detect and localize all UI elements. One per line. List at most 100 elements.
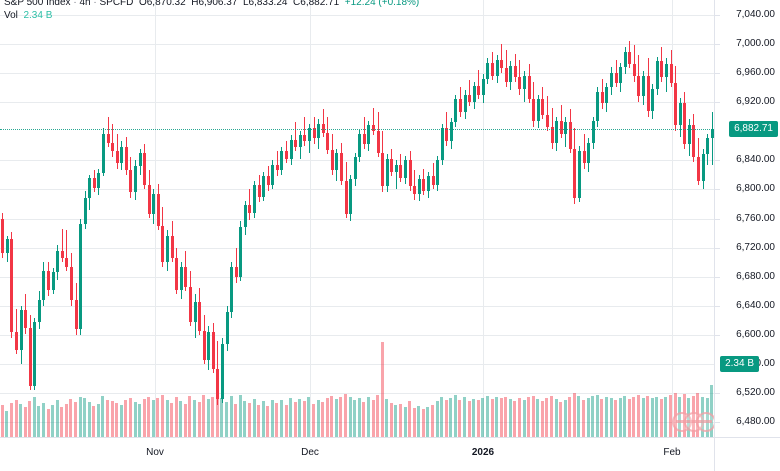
candle-body: [468, 94, 471, 102]
volume-bar: [151, 400, 155, 437]
current-price-badge[interactable]: 6,882.71: [729, 121, 778, 138]
candle-body: [65, 257, 68, 267]
volume-bar: [78, 396, 82, 437]
volume-bar: [19, 403, 23, 437]
candle-body: [120, 147, 123, 164]
price-axis-tick: [715, 160, 720, 162]
volume-bar: [275, 403, 279, 437]
price-axis-label: 7,040.00: [736, 8, 775, 20]
price-axis-tick: [715, 218, 720, 220]
candle-body: [372, 125, 375, 132]
volume-bar: [92, 405, 96, 437]
legend-low-value: 6,833.24: [248, 0, 288, 8]
candle-body: [381, 152, 384, 187]
candle-body: [216, 368, 219, 400]
candle-body: [496, 59, 499, 76]
candle-body: [605, 87, 608, 104]
vertical-gridline: [310, 0, 311, 437]
candle-wick: [112, 123, 113, 158]
horizontal-gridline: [0, 43, 714, 45]
candle-body: [656, 61, 659, 89]
volume-bar: [321, 402, 325, 437]
candle-body: [280, 151, 283, 171]
candle-wick: [66, 230, 67, 271]
candle-body: [651, 88, 654, 111]
horizontal-gridline: [0, 247, 714, 249]
volume-bar: [408, 400, 412, 437]
candle-body: [175, 257, 178, 290]
candle-body: [454, 99, 457, 123]
candle-wick: [547, 96, 548, 132]
candle-body: [409, 160, 412, 187]
price-axis[interactable]: 7,040.00 7,000.00 6,960.00 6,920.00 6,840.00…: [714, 0, 780, 437]
candle-wick: [506, 49, 507, 88]
candle-body: [486, 62, 489, 79]
candle-body: [615, 72, 618, 84]
horizontal-gridline: [0, 335, 714, 337]
volume-bar: [69, 398, 73, 437]
volume-bar: [174, 397, 178, 437]
horizontal-gridline: [0, 189, 714, 191]
price-axis-label: 6,920.00: [736, 95, 775, 107]
volume-bar: [435, 401, 439, 437]
volume-bar: [261, 401, 265, 437]
legend-interval[interactable]: 4h: [79, 0, 91, 8]
candle-body: [413, 186, 416, 194]
candle-body: [404, 160, 407, 178]
price-axis-label: 6,960.00: [736, 66, 775, 78]
volume-bar: [572, 392, 576, 437]
candle-body: [399, 164, 402, 178]
volume-bar: [627, 398, 631, 437]
candle-body: [491, 62, 494, 76]
time-axis-label: Nov: [146, 447, 164, 458]
chart-legend[interactable]: S&P 500 Index · 4h · SPCFD O6,870.32 H6,…: [4, 0, 419, 21]
volume-bar: [357, 398, 361, 437]
volume-bar: [165, 399, 169, 437]
candle-body: [670, 64, 673, 83]
volume-bar: [353, 400, 357, 437]
candle-wick: [117, 134, 118, 169]
time-axis[interactable]: Nov Dec 2026 Feb: [0, 437, 780, 471]
candle-body: [308, 128, 311, 142]
volume-bar: [376, 394, 380, 437]
candle-body: [303, 135, 306, 142]
candle-body: [358, 134, 361, 158]
candle-body: [537, 99, 540, 121]
volume-bar: [481, 398, 485, 437]
volume-bar: [128, 397, 132, 437]
volume-bar: [74, 401, 78, 437]
volume-bar: [124, 400, 128, 437]
candle-body: [349, 179, 352, 215]
candle-body: [116, 151, 119, 164]
candle-body: [61, 250, 64, 258]
volume-bar: [412, 407, 416, 437]
candle-body: [642, 75, 645, 97]
volume-layer: [0, 342, 714, 437]
volume-bar: [394, 405, 398, 437]
chart-plot-area[interactable]: [0, 0, 714, 437]
price-axis-label: 6,720.00: [736, 241, 775, 253]
candle-body: [578, 151, 581, 199]
legend-exchange: SPCFD: [99, 0, 134, 8]
volume-bar: [247, 402, 251, 437]
volume-bar: [96, 403, 100, 437]
current-volume-badge[interactable]: 2.34 B: [720, 356, 759, 373]
vertical-gridline: [155, 0, 156, 437]
legend-symbol[interactable]: S&P 500 Index: [4, 0, 71, 8]
candle-body: [207, 332, 210, 360]
volume-bar: [421, 408, 425, 437]
volume-bar: [215, 393, 219, 437]
volume-bar: [485, 395, 489, 437]
volume-bar: [522, 399, 526, 437]
volume-bar: [225, 401, 229, 437]
candle-body: [235, 266, 238, 277]
volume-bar: [339, 397, 343, 437]
candle-body: [688, 125, 691, 145]
volume-bar: [366, 397, 370, 437]
candle-body: [702, 154, 705, 181]
volume-bar: [669, 395, 673, 437]
candle-body: [482, 78, 485, 95]
legend-volume-value: 2.34 B: [23, 10, 53, 21]
legend-volume-row: Vol 2.34 B: [4, 10, 419, 21]
volume-bar: [316, 400, 320, 437]
